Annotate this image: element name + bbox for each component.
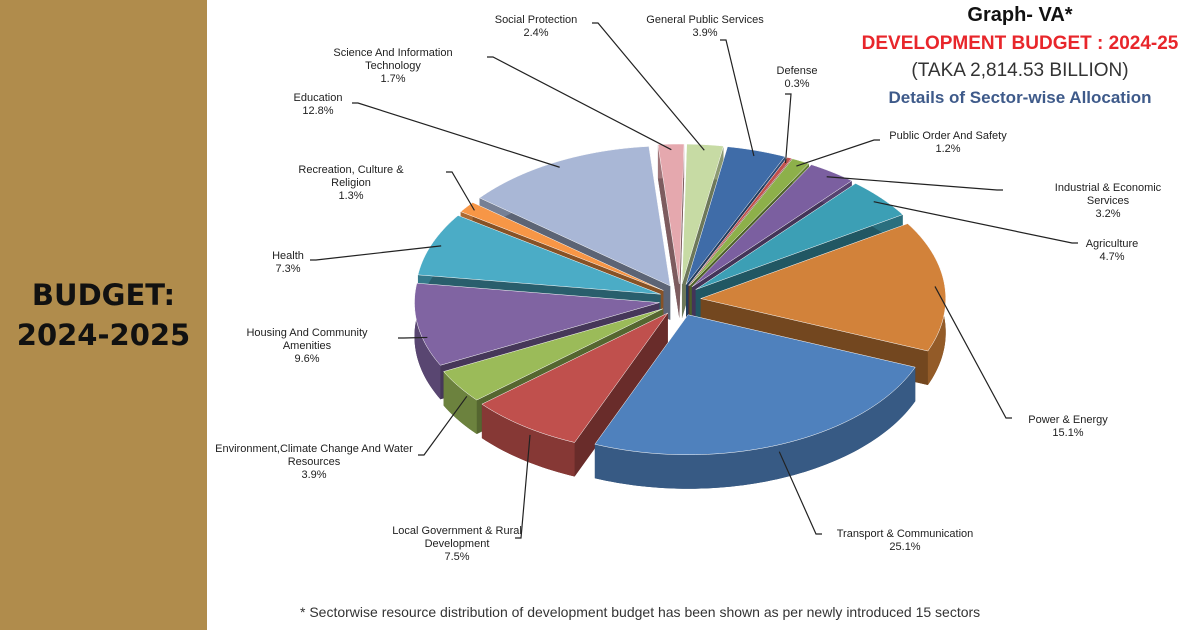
slice-label: Agriculture 4.7% [1086,238,1139,264]
slice-value: 7.3% [275,263,301,275]
slice-label: Health 7.3% [272,250,304,276]
slice-label: Transport & Communication 25.1% [837,528,974,554]
footnote: * Sectorwise resource distribution of de… [300,604,981,620]
slice-value: 0.3% [784,78,810,90]
pie-slice [594,314,916,489]
leader-line [826,176,1003,191]
leader-line [515,434,531,539]
slice-name: Recreation, Culture & Religion [298,164,404,189]
slice-value: 1.3% [338,190,364,202]
slice-value: 2.4% [523,27,549,39]
side-panel: BUDGET: 2024-2025 [0,0,207,630]
leader-line [310,245,442,261]
slice-label: Social Protection 2.4% [495,14,578,40]
leader-line [784,93,792,164]
slice-name: Power & Energy [1028,414,1108,426]
slice-value: 3.2% [1095,208,1121,220]
slice-label: Education 12.8% [294,92,343,118]
leader-line [592,22,705,151]
slice-value: 25.1% [889,541,921,553]
slice-value: 3.9% [301,469,327,481]
leader-line [352,102,560,168]
slice-label: Local Government & Rural Development 7.5% [377,525,537,564]
slice-name: Local Government & Rural Development [392,525,522,550]
chart-caption: Details of Sector-wise Allocation [888,88,1152,107]
slice-name: Health [272,250,304,262]
slice-label: General Public Services 3.9% [646,14,763,40]
chart-title: Graph- VA* [967,4,1073,26]
slice-label: Recreation, Culture & Religion 1.3% [281,164,421,203]
slice-value: 9.6% [294,353,320,365]
pie-slice [657,143,685,319]
leader-line [398,336,428,339]
leader-line [934,286,1012,419]
slice-name: General Public Services [646,14,764,26]
leader-line [720,39,755,157]
pie-slice [481,312,669,477]
slice-name: Transport & Communication [836,528,974,540]
slice-name: Defense [776,65,818,77]
leader-line [778,451,822,535]
slice-value: 7.5% [444,551,470,563]
slice-value: 12.8% [302,105,334,117]
side-title: BUDGET: 2024-2025 [16,278,191,352]
slice-name: Public Order And Safety [889,130,1007,142]
slice-value: 3.9% [692,27,718,39]
slice-value: 1.7% [380,73,406,85]
leader-line [446,171,475,211]
slice-label: Power & Energy 15.1% [1028,414,1107,440]
slice-value: 1.2% [935,143,961,155]
leader-line [873,201,1078,244]
slice-name: Housing And Community Amenities [246,327,368,352]
slice-label: Public Order And Safety 1.2% [889,130,1006,156]
leader-line [796,139,880,167]
slice-value: 4.7% [1099,251,1125,263]
slice-name: Agriculture [1085,238,1139,250]
slice-name: Industrial & Economic Services [1054,182,1162,207]
slice-label: Science And Information Technology 1.7% [323,47,463,86]
slice-label: Housing And Community Amenities 9.6% [237,327,377,366]
slice-label: Environment,Climate Change And Water Res… [212,443,417,482]
slice-name: Science And Information Technology [333,47,453,72]
slice-name: Environment,Climate Change And Water Res… [215,443,413,468]
chart-total: (TAKA 2,814.53 BILLION) [911,60,1129,81]
slice-value: 15.1% [1052,427,1084,439]
chart-subtitle: DEVELOPMENT BUDGET : 2024-25 [861,33,1179,54]
slice-name: Education [293,92,343,104]
leader-line [418,395,468,456]
slice-name: Social Protection [494,14,578,26]
slice-label: Industrial & Economic Services 3.2% [1038,182,1178,221]
slice-label: Defense 0.3% [777,65,818,91]
leader-line [487,56,672,151]
